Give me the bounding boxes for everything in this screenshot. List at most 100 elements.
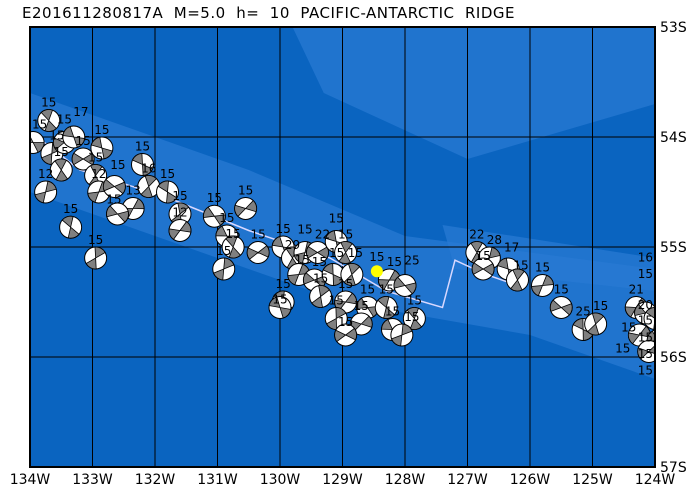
depth-label: 15 [385, 305, 400, 319]
depth-label: 15 [338, 315, 353, 329]
depth-label: 16 [141, 162, 156, 176]
focal-mechanism-beachball [156, 180, 179, 204]
depth-label: 15 [216, 244, 231, 258]
depth-label: 15 [348, 246, 363, 260]
depth-label: 15 [387, 255, 402, 269]
depth-label: 15 [76, 134, 91, 148]
beachball-dilatation [663, 319, 685, 341]
focal-mechanism-beachball [584, 312, 608, 336]
focal-mechanism-beachball [221, 235, 245, 259]
depth-label: 15 [476, 249, 491, 263]
lat-label: 57S [660, 460, 687, 476]
focal-mechanism-beachball [678, 330, 699, 352]
axis-labels: 134W 133W 132W 131W 130W 129W 128W 127W 126W 125W… [10, 20, 687, 488]
beachball-compression [549, 299, 573, 316]
depth-label: 29 [285, 238, 300, 252]
focal-mechanism-beachball [30, 131, 45, 154]
depth-label: 15 [276, 277, 291, 291]
depth-label: 15 [226, 227, 241, 241]
map-title: E201611280817A M=5.0 h= 10 PACIFIC-ANTAR… [22, 4, 516, 22]
lat-label: 56S [660, 350, 687, 366]
depth-label: 22 [469, 228, 484, 242]
depth-label: 20 [638, 298, 653, 312]
lon-label: 131W [197, 472, 238, 488]
focal-mechanism-beachball [334, 323, 358, 347]
beachball-compression [587, 312, 605, 336]
depth-label: 15 [63, 202, 78, 216]
beachball-compression [157, 180, 178, 204]
focal-mechanism-beachball [349, 312, 373, 336]
focal-mechanism-beachball [334, 290, 358, 314]
depth-labels: 1515151515171512151515121515161315151512… [32, 96, 653, 378]
beachball-compression [510, 268, 525, 292]
depth-label: 12 [91, 167, 106, 181]
depth-label: 15 [313, 272, 328, 286]
beachball-compression [338, 241, 353, 264]
focal-mechanism-beachball [334, 241, 358, 264]
depth-label: 15 [297, 223, 312, 237]
beachball-compression [531, 274, 554, 297]
depth-label: 12 [172, 206, 187, 220]
depth-label: 15 [172, 189, 187, 203]
depth-label: 15 [513, 259, 528, 273]
depth-label: 22 [315, 228, 330, 242]
depth-label: 15 [57, 113, 72, 127]
beachball-compression [311, 285, 330, 308]
lon-label: 130W [260, 472, 301, 488]
focal-mechanism-beachball [90, 136, 114, 160]
focal-mechanism-beachball [374, 296, 398, 319]
focal-mechanism-beachball [106, 202, 129, 226]
depth-label: 25 [576, 305, 591, 319]
depth-label: 15 [88, 233, 103, 247]
focal-mechanism-beachball [637, 340, 655, 363]
focal-mechanism-beachball [234, 197, 258, 220]
focal-mechanism-beachball [84, 246, 108, 270]
depth-label: 15 [238, 184, 253, 198]
beachball-compression [645, 307, 655, 330]
depth-label: 15 [360, 283, 375, 297]
depth-label: 15 [621, 321, 636, 335]
beachball-compression [213, 257, 235, 281]
focal-mechanism-beachball [549, 296, 573, 319]
depth-label: 16 [638, 251, 653, 265]
focal-mechanism-beachball [212, 257, 236, 281]
depth-label: 15 [295, 253, 310, 267]
depth-label: 15 [219, 211, 234, 225]
main-event-depth-label: 15 [369, 250, 384, 264]
beachball-compression [62, 126, 86, 148]
beachball-compression [666, 319, 682, 341]
depth-label: 15 [407, 294, 422, 308]
depth-label: 15 [251, 228, 266, 242]
beachball-compression [306, 245, 329, 260]
focal-mechanism-beachball [59, 215, 83, 239]
focal-mechanism-beachball [657, 291, 679, 313]
beachball-compression [106, 205, 129, 223]
focal-mechanism-beachball [506, 268, 529, 292]
depth-label: 15 [535, 261, 550, 275]
depth-label: 15 [638, 331, 653, 345]
depth-label: 15 [329, 294, 344, 308]
depth-label: 15 [94, 123, 109, 137]
focal-mechanism-beachball [62, 125, 86, 149]
depth-label: 15 [160, 167, 175, 181]
focal-mechanism-beachball [268, 296, 292, 319]
focal-mechanism-beachball [37, 109, 61, 132]
depth-label: 12 [38, 167, 53, 181]
beachball-compression [343, 263, 361, 286]
depth-label: 15 [49, 129, 64, 143]
depth-label: 15 [638, 267, 653, 281]
lat-label: 53S [660, 20, 687, 36]
beachball-compression [334, 327, 357, 343]
beachball-dilatation [678, 330, 699, 352]
depth-label: 15 [110, 158, 125, 172]
main-event-marker [370, 265, 383, 278]
focal-mechanism-beachball [663, 319, 685, 341]
lon-label: 129W [322, 472, 363, 488]
depth-label: 21 [629, 283, 644, 297]
focal-mechanism-beachball [643, 307, 655, 330]
shallow-region [442, 225, 655, 291]
lat-label: 54S [660, 130, 687, 146]
depth-label: 17 [504, 241, 519, 255]
beachball-compression [234, 200, 257, 217]
